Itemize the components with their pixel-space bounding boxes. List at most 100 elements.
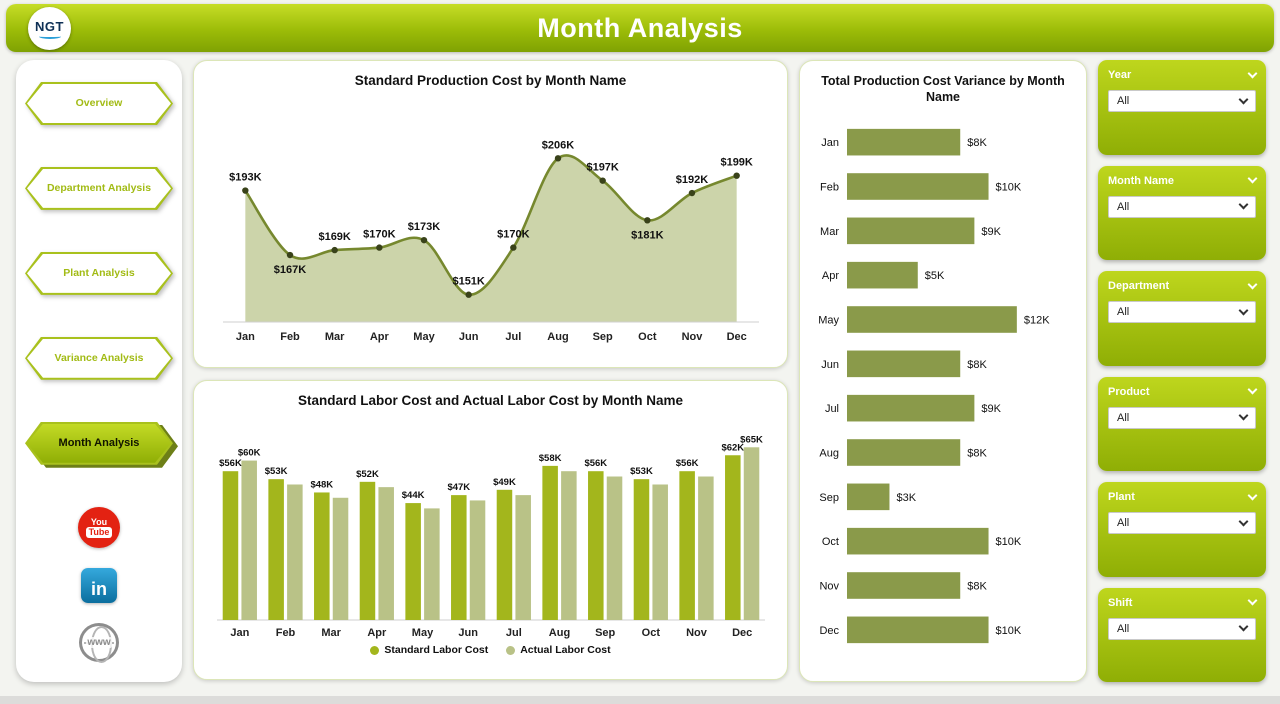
chevron-down-icon <box>1238 516 1249 526</box>
linkedin-icon[interactable]: in <box>81 567 117 603</box>
data-label: $62K <box>721 442 744 453</box>
legend-item: Actual Labor Cost <box>506 644 611 656</box>
slicer-value: All <box>1117 200 1130 213</box>
chevron-down-icon <box>1247 490 1258 500</box>
data-label: $192K <box>675 174 707 186</box>
bar <box>450 495 467 620</box>
web-globe-icon[interactable]: www <box>79 622 119 664</box>
data-label: $8K <box>967 358 987 370</box>
category-label: Dec <box>819 624 839 636</box>
slicer-shift-dropdown[interactable]: All <box>1108 617 1256 640</box>
linkedin-text: in <box>91 578 107 599</box>
bar <box>847 571 961 599</box>
slicer-department-dropdown[interactable]: All <box>1108 301 1256 323</box>
sidebar-item-month-analysis[interactable]: Month Analysis <box>25 422 173 465</box>
category-label: Jul <box>505 331 521 343</box>
page-title: Month Analysis <box>537 12 743 43</box>
bar <box>847 305 1017 333</box>
chevron-down-icon <box>1238 305 1249 315</box>
slicer-plant-header[interactable]: Plant <box>1108 490 1258 503</box>
slicer-value: All <box>1117 306 1130 318</box>
slicer-value: All <box>1117 622 1130 635</box>
sidebar-item-department-analysis[interactable]: Department Analysis <box>25 167 173 210</box>
data-point <box>464 291 472 298</box>
logo-text: NGT <box>35 18 64 34</box>
bar <box>587 471 604 620</box>
nav-label: Department Analysis <box>27 169 171 208</box>
area-fill <box>244 155 737 322</box>
category-label: Jun <box>458 627 478 639</box>
data-label: $206K <box>541 139 573 151</box>
chevron-down-icon <box>1238 94 1249 104</box>
category-label: Feb <box>275 627 295 639</box>
bar <box>847 350 961 377</box>
slicer-month-name-dropdown[interactable]: All <box>1108 195 1256 218</box>
slicer-year-dropdown[interactable]: All <box>1108 90 1256 112</box>
category-label: Mar <box>321 627 341 639</box>
data-label: $12K <box>1024 314 1050 326</box>
production-cost-area-chart[interactable]: $193K Jan $167K Feb $169K Mar $170K Apr $173K May… <box>205 90 777 348</box>
data-point <box>286 251 293 259</box>
nav-sidebar: Overview Department Analysis Plant Analy… <box>16 60 182 682</box>
dashboard-page: NGT Month Analysis Overview Department A… <box>0 4 1280 704</box>
slicer-title: Year <box>1108 69 1132 81</box>
slicer-shift-header[interactable]: Shift <box>1108 595 1258 609</box>
data-label: $49K <box>493 477 516 488</box>
data-label: $167K <box>273 264 305 276</box>
category-label: Dec <box>726 331 746 343</box>
nav-label: Plant Analysis <box>27 254 171 293</box>
legend-label: Actual Labor Cost <box>520 644 611 656</box>
bar <box>606 476 622 620</box>
chevron-down-icon <box>1247 595 1258 606</box>
sidebar-item-plant-analysis[interactable]: Plant Analysis <box>25 252 173 295</box>
category-label: May <box>413 331 435 343</box>
category-label: May <box>818 314 839 326</box>
data-label: $8K <box>967 137 987 149</box>
slicer-value: All <box>1117 411 1130 424</box>
production-cost-panel: Standard Production Cost by Month Name $… <box>193 60 788 368</box>
bar <box>469 500 485 620</box>
youtube-icon[interactable]: You Tube <box>78 506 120 548</box>
bar <box>240 460 257 620</box>
bar <box>377 487 394 620</box>
data-point <box>375 244 383 251</box>
category-label: Sep <box>592 331 612 343</box>
category-label: Nov <box>681 331 703 343</box>
labor-cost-bar-chart[interactable]: $56K$60KJan$53KFeb$48KMar$52KApr$44KMay$… <box>205 410 777 642</box>
category-label: Feb <box>820 181 839 193</box>
category-label: Oct <box>641 627 660 639</box>
chevron-down-icon <box>1247 384 1258 395</box>
category-label: Jun <box>458 331 478 343</box>
data-label: $173K <box>407 221 439 233</box>
slicer-year-header[interactable]: Year <box>1108 68 1258 81</box>
bar <box>847 128 961 155</box>
variance-panel: Total Production Cost Variance by Month … <box>799 60 1087 682</box>
www-text: www <box>86 636 112 648</box>
sidebar-item-variance-analysis[interactable]: Variance Analysis <box>25 337 173 380</box>
data-point <box>420 236 427 244</box>
bar <box>423 508 440 620</box>
chart-title: Standard Production Cost by Month Name <box>354 73 627 88</box>
data-label: $56K <box>675 458 698 469</box>
slicer-product-header[interactable]: Product <box>1108 384 1258 398</box>
slicer-year: Year All <box>1098 60 1266 155</box>
slicer-department-header[interactable]: Department <box>1108 279 1258 292</box>
data-label: $44K <box>401 490 424 501</box>
bar <box>847 217 975 244</box>
slicer-product-dropdown[interactable]: All <box>1108 406 1256 429</box>
slicer-month-name: Month Name All <box>1098 165 1266 260</box>
sidebar-item-overview[interactable]: Overview <box>25 82 173 125</box>
category-label: Sep <box>819 491 839 503</box>
data-label: $9K <box>981 225 1001 237</box>
bar <box>847 483 890 510</box>
slicer-month-name-header[interactable]: Month Name <box>1108 173 1258 187</box>
slicer-title: Department <box>1108 280 1170 292</box>
chevron-down-icon <box>1247 173 1258 184</box>
category-label: Aug <box>819 447 839 459</box>
variance-hbar-chart[interactable]: Jan $8K Feb $10K Mar $9K Apr $5K May $12K Jun $8K Ju… <box>811 112 1075 660</box>
category-label: Jul <box>505 627 521 639</box>
data-label: $52K <box>356 469 379 480</box>
slicer-plant-dropdown[interactable]: All <box>1108 512 1256 534</box>
bar <box>847 527 989 554</box>
bar <box>267 479 284 620</box>
